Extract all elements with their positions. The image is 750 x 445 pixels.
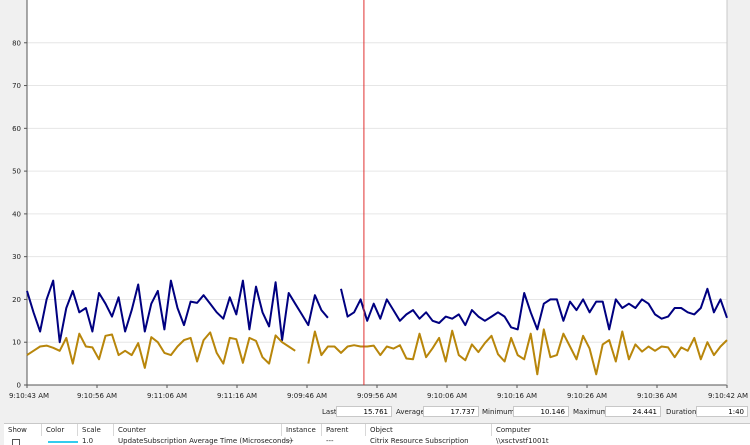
performance-graph[interactable]: 0 10 20 30 40 50 60 70 80 9:10:43 AM 9:10:56 AM 9:1… bbox=[0, 0, 750, 404]
column-header-scale[interactable]: Scale bbox=[78, 424, 114, 436]
object-cell: Citrix Resource Subscription bbox=[370, 437, 469, 445]
series-line bbox=[26, 331, 296, 369]
color-swatch bbox=[48, 441, 78, 443]
minimum-label: Minimum bbox=[482, 408, 515, 416]
y-tick-label: 50 bbox=[12, 168, 21, 176]
maximum-value: 24.441 bbox=[605, 406, 661, 417]
x-tick-label: 9:10:43 AM bbox=[9, 392, 49, 400]
duration-value: 1:40 bbox=[696, 406, 748, 417]
x-tick-label: 9:11:06 AM bbox=[147, 392, 187, 400]
y-tick-label: 40 bbox=[12, 210, 21, 218]
series-line bbox=[307, 328, 728, 376]
x-tick-label: 9:10:36 AM bbox=[637, 392, 677, 400]
y-tick-label: 60 bbox=[12, 125, 21, 133]
duration-label: Duration bbox=[666, 408, 697, 416]
line-chart[interactable]: 0 10 20 30 40 50 60 70 80 9:10:43 AM 9:10:56 AM 9:1… bbox=[0, 0, 750, 404]
x-tick-label: 9:10:16 AM bbox=[497, 392, 537, 400]
y-tick-label: 80 bbox=[12, 39, 21, 47]
last-label: Last bbox=[322, 408, 337, 416]
maximum-label: Maximum bbox=[573, 408, 608, 416]
average-label: Average bbox=[396, 408, 425, 416]
computer-cell: \\xsctvstf1001t bbox=[496, 437, 549, 445]
table-header-row: Show Color Scale Counter Instance Parent… bbox=[4, 424, 750, 436]
x-tick-label: 9:10:06 AM bbox=[427, 392, 467, 400]
counter-cell: UpdateSubscription Average Time (Microse… bbox=[118, 437, 293, 445]
column-header-parent[interactable]: Parent bbox=[322, 424, 366, 436]
scale-cell: 1.0 bbox=[82, 437, 94, 445]
y-tick-label: 0 bbox=[17, 382, 21, 390]
y-tick-label: 70 bbox=[12, 82, 21, 90]
column-header-instance[interactable]: Instance bbox=[282, 424, 322, 436]
table-row[interactable]: 1.0 UpdateSubscription Average Time (Mic… bbox=[4, 437, 750, 445]
y-tick-label: 10 bbox=[12, 339, 21, 347]
x-tick-label: 9:10:42 AM bbox=[708, 392, 748, 400]
y-tick-label: 20 bbox=[12, 296, 21, 304]
instance-cell: --- bbox=[286, 437, 294, 445]
column-header-counter[interactable]: Counter bbox=[114, 424, 282, 436]
x-tick-label: 9:10:26 AM bbox=[567, 392, 607, 400]
x-tick-label: 9:09:46 AM bbox=[287, 392, 327, 400]
x-tick-label: 9:10:56 AM bbox=[77, 392, 117, 400]
counter-list-table[interactable]: Show Color Scale Counter Instance Parent… bbox=[4, 423, 750, 445]
y-tick-label: 30 bbox=[12, 253, 21, 261]
statistics-bar: Last 15.761 Average 17.737 Minimum 10.14… bbox=[0, 404, 750, 420]
x-tick-label: 9:11:16 AM bbox=[217, 392, 257, 400]
last-value: 15.761 bbox=[336, 406, 392, 417]
parent-cell: --- bbox=[326, 437, 334, 445]
column-header-show[interactable]: Show bbox=[4, 424, 42, 436]
x-tick-label: 9:09:56 AM bbox=[357, 392, 397, 400]
minimum-value: 10.146 bbox=[513, 406, 569, 417]
average-value: 17.737 bbox=[423, 406, 479, 417]
show-checkbox[interactable] bbox=[12, 439, 20, 445]
column-header-color[interactable]: Color bbox=[42, 424, 78, 436]
series-line bbox=[26, 279, 329, 344]
column-header-computer[interactable]: Computer bbox=[496, 426, 531, 434]
plot-background bbox=[27, 0, 727, 385]
series-line bbox=[340, 287, 728, 331]
column-header-object[interactable]: Object bbox=[366, 424, 492, 436]
